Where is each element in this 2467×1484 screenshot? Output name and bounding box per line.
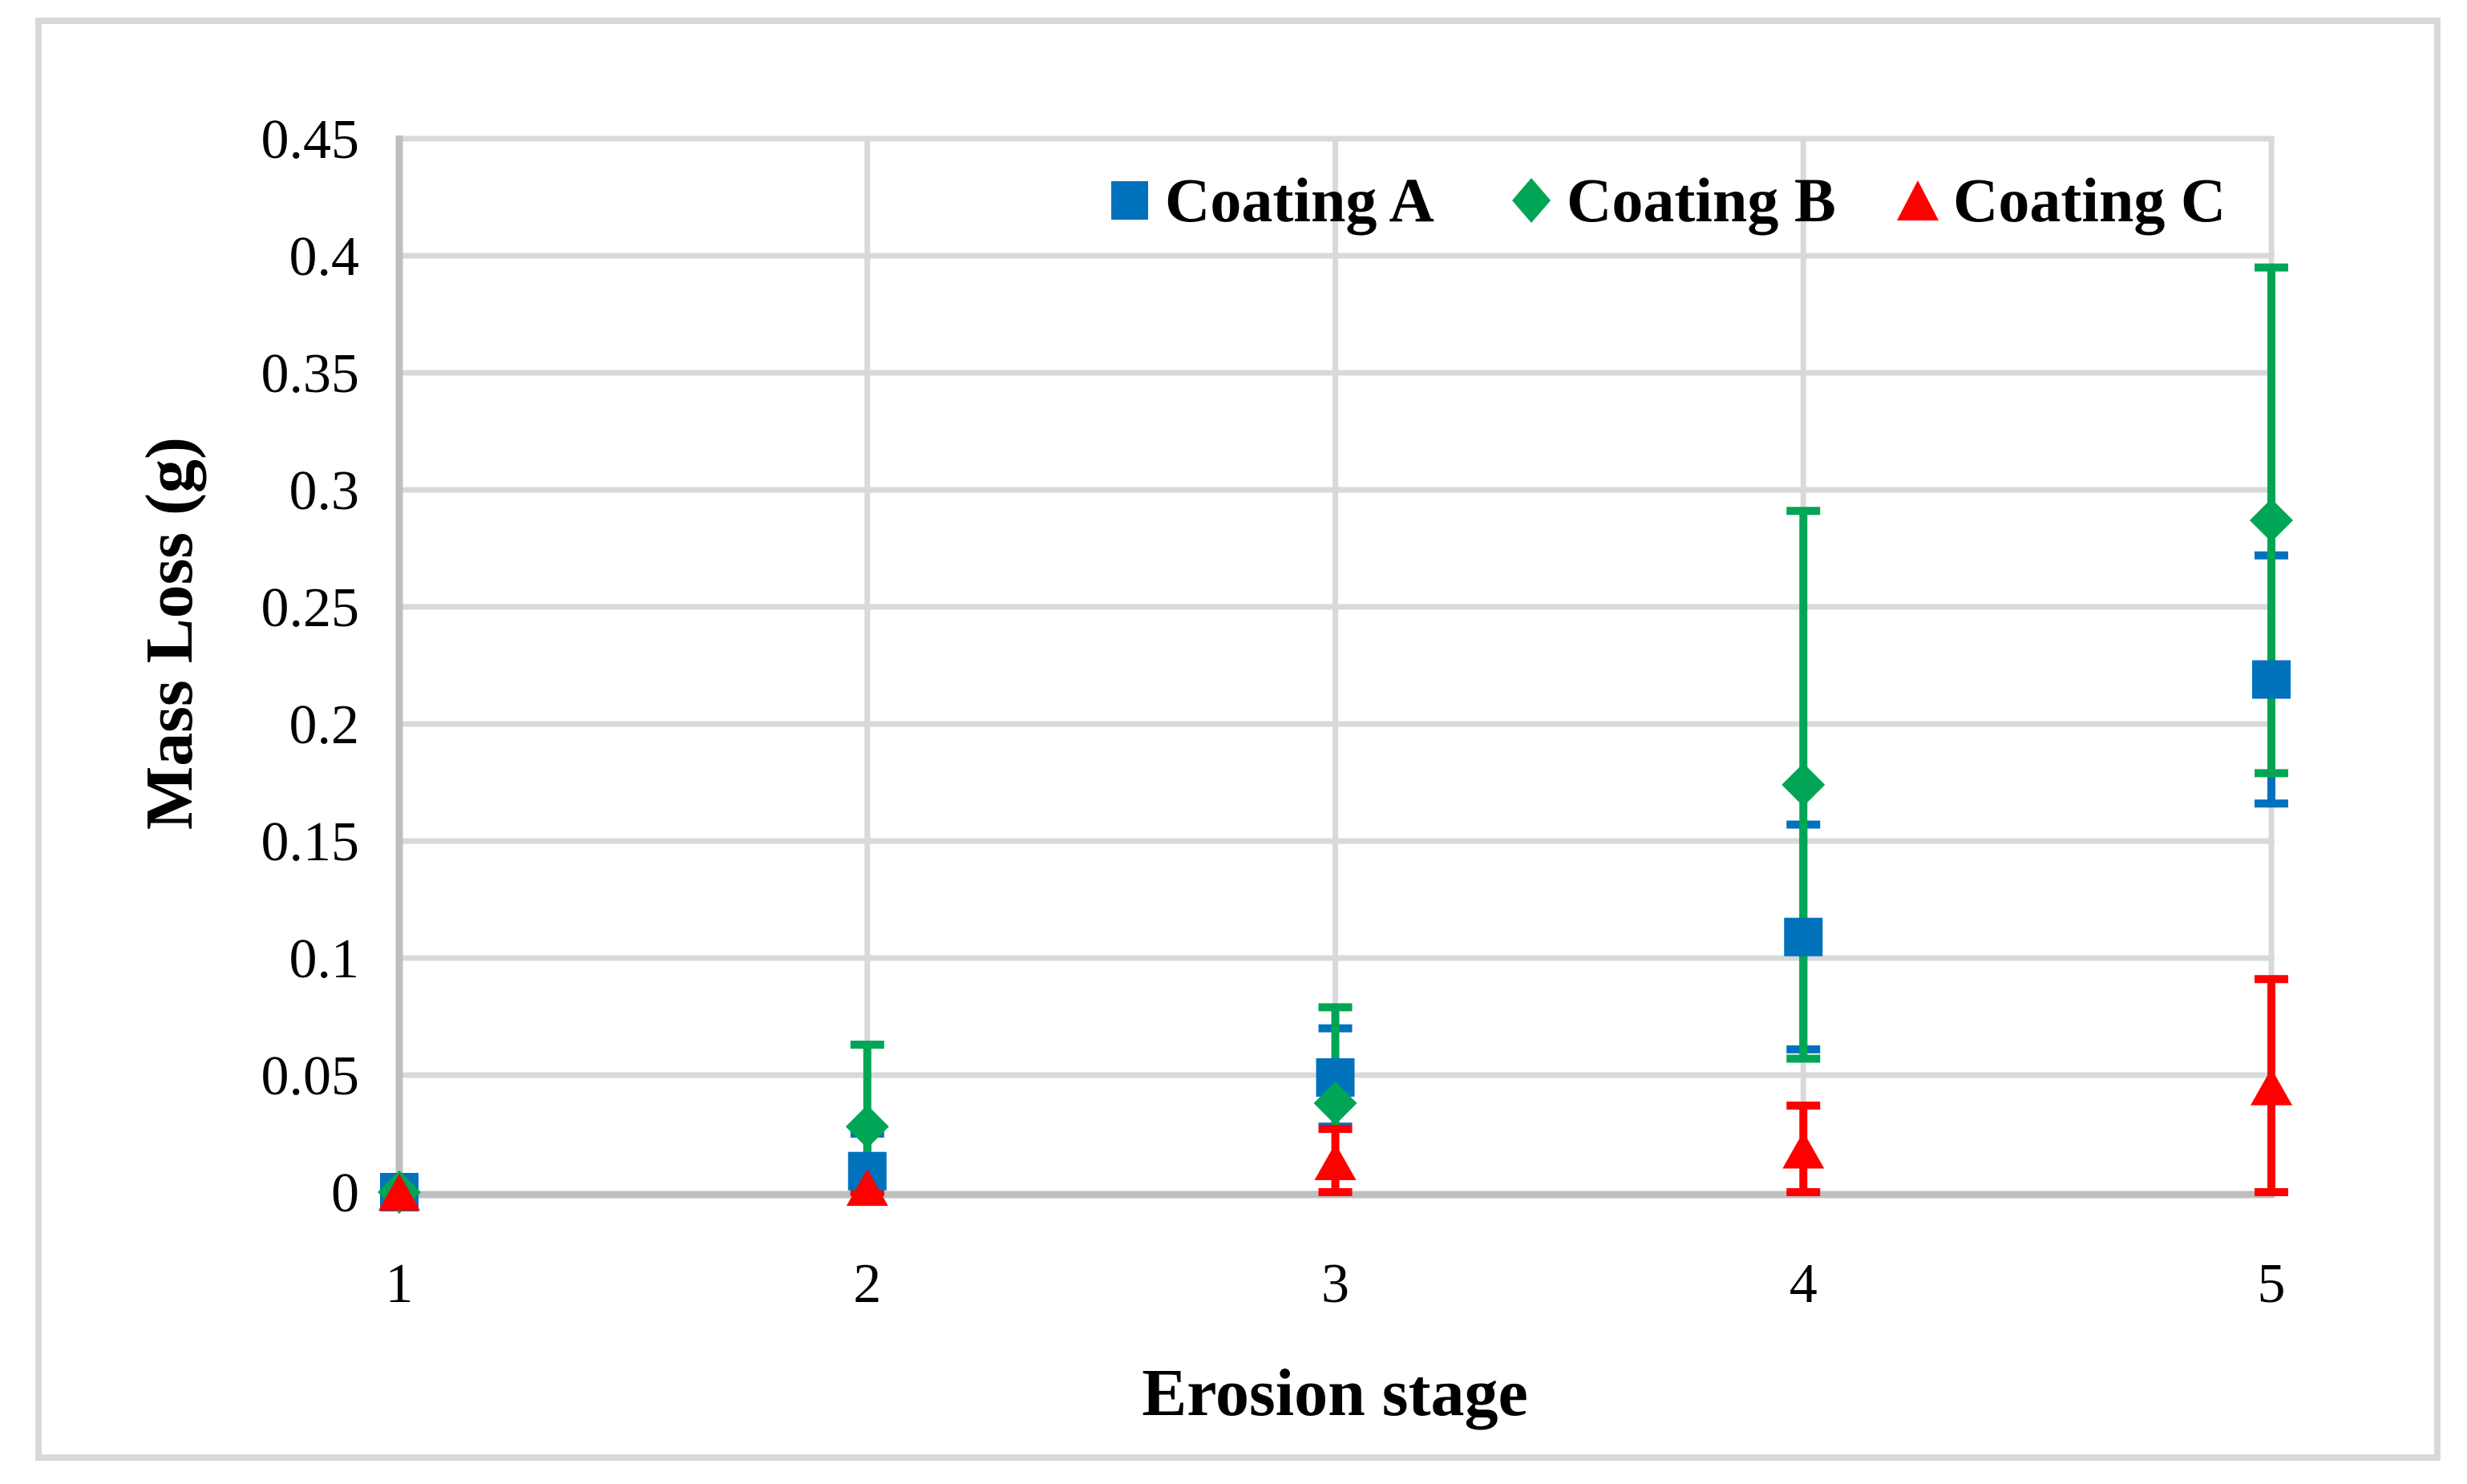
y-tick-label: 0.4	[289, 226, 360, 288]
x-axis-title: Erosion stage	[1142, 1356, 1528, 1430]
legend-label-coating-b: Coating B	[1567, 165, 1836, 235]
y-tick-label: 0.25	[261, 577, 360, 639]
x-tick-label: 5	[2258, 1253, 2286, 1315]
marker-coating-b	[1313, 1082, 1357, 1126]
y-axis-title: Mass Loss (g)	[132, 437, 207, 831]
legend-label-coating-c: Coating C	[1953, 165, 2226, 235]
y-tick-label: 0.45	[261, 109, 360, 171]
marker-coating-b	[1781, 762, 1826, 807]
marker-coating-c	[2251, 1068, 2292, 1106]
y-tick-label: 0.05	[261, 1045, 360, 1107]
diamond-swatch-shape	[1512, 178, 1551, 223]
legend-label-coating-a: Coating A	[1165, 165, 1434, 235]
y-tick-label: 0.2	[289, 694, 360, 756]
square-swatch-shape	[1111, 181, 1148, 220]
legend-item-coating-c: Coating C	[1895, 164, 2226, 237]
marker-coating-c	[378, 1174, 420, 1211]
marker-coating-c	[1782, 1131, 1825, 1169]
coating-c-triangle-icon	[1895, 178, 1940, 223]
marker-coating-b	[2250, 498, 2293, 542]
y-tick-label: 0.3	[289, 460, 360, 522]
coating-a-square-icon	[1107, 178, 1152, 223]
marker-coating-b	[845, 1105, 889, 1149]
x-tick-label: 4	[1790, 1253, 1818, 1315]
x-tick-label: 1	[386, 1253, 414, 1315]
marker-coating-a	[1784, 917, 1823, 956]
marker-coating-c	[846, 1169, 888, 1207]
y-tick-label: 0	[331, 1163, 359, 1224]
x-tick-label: 3	[1321, 1253, 1349, 1315]
legend-item-coating-a: Coating A	[1107, 164, 1434, 237]
y-tick-label: 0.1	[289, 928, 360, 990]
coating-b-diamond-icon	[1509, 178, 1554, 223]
y-tick-label: 0.35	[261, 343, 360, 405]
triangle-swatch-shape	[1897, 180, 1939, 220]
y-tick-label: 0.15	[261, 811, 360, 873]
marker-coating-c	[1314, 1143, 1357, 1181]
x-tick-label: 2	[853, 1253, 881, 1315]
legend-item-coating-b: Coating B	[1509, 164, 1836, 237]
marker-coating-a	[2252, 660, 2291, 699]
